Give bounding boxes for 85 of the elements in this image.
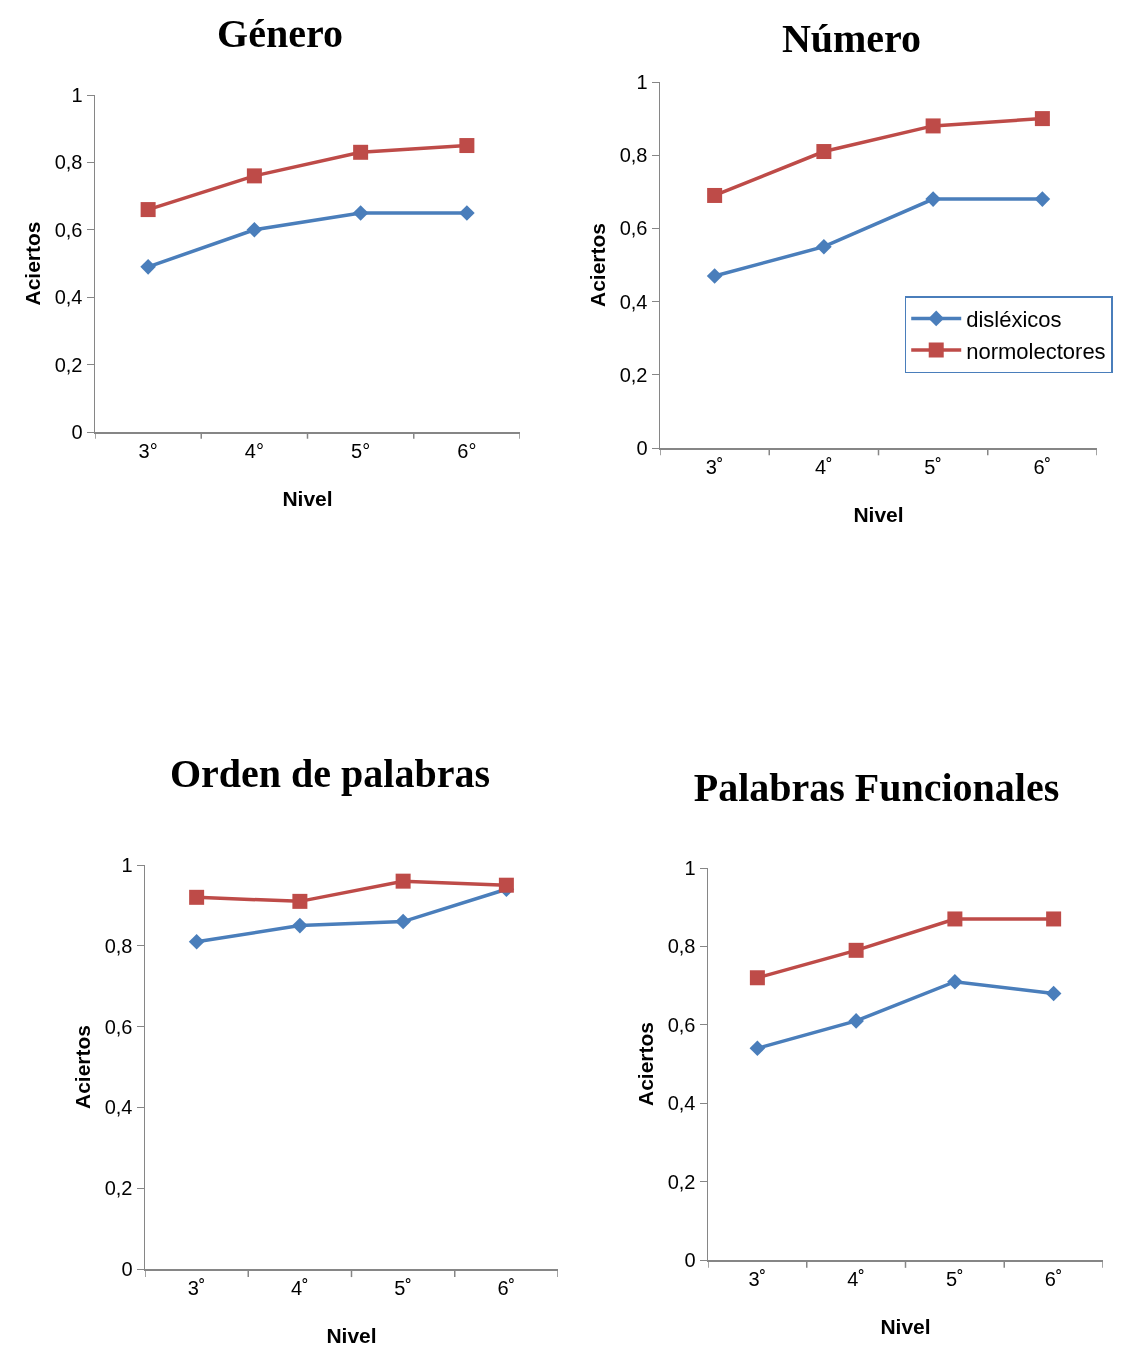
y-tick-label: 0,8 — [54, 151, 83, 174]
y-tick-label: 0,4 — [667, 1092, 696, 1115]
point — [947, 973, 963, 990]
x-tick-label: 4° — [244, 439, 264, 462]
point — [292, 893, 308, 909]
point — [925, 191, 941, 207]
y-tick-label: 0,6 — [54, 218, 83, 241]
x-tick-label: 5˚ — [945, 1267, 964, 1290]
x-tick-label: 6˚ — [1033, 455, 1052, 478]
y-axis-title: Aciertos — [586, 222, 610, 308]
legend-label: normolectores — [966, 338, 1106, 364]
y-tick-label: 0,6 — [667, 1013, 696, 1036]
point — [749, 970, 765, 986]
y-tick-label: 0,8 — [667, 935, 696, 958]
y-tick-label: 0,8 — [104, 934, 133, 957]
chart-title: Palabras Funcionales — [693, 765, 1060, 810]
y-tick-label: 1 — [636, 71, 648, 93]
y-axis-title: Aciertos — [634, 1021, 658, 1107]
x-tick-label: 5˚ — [924, 455, 943, 478]
x-tick-label: 6° — [457, 439, 477, 462]
x-tick-label: 3˚ — [705, 455, 724, 478]
point — [1046, 911, 1062, 927]
point — [246, 222, 263, 238]
x-tick-label: 4˚ — [290, 1276, 309, 1299]
point — [816, 144, 832, 160]
chart-title: Orden de palabras — [169, 751, 491, 796]
point — [140, 259, 156, 275]
y-tick-label: 0,2 — [104, 1177, 133, 1200]
x-axis-title: Nivel — [282, 486, 333, 510]
point — [749, 1040, 766, 1057]
y-axis-title: Aciertos — [71, 1024, 95, 1110]
point — [947, 911, 963, 927]
point — [395, 873, 411, 889]
point — [395, 913, 411, 930]
legend-label: disléxicos — [966, 306, 1062, 332]
x-axis-title: Nivel — [880, 1314, 931, 1338]
point — [459, 205, 475, 221]
chart-title: Género — [217, 11, 343, 56]
y-tick-label: 0,2 — [619, 363, 648, 386]
point — [848, 1013, 864, 1029]
point — [498, 877, 514, 893]
point — [188, 933, 205, 950]
point — [848, 942, 864, 958]
x-tick-label: 3˚ — [748, 1267, 767, 1290]
x-tick-label: 4˚ — [814, 455, 833, 478]
x-tick-label: 5° — [351, 439, 371, 462]
point — [246, 168, 262, 184]
point — [1034, 111, 1050, 127]
y-axis-title: Aciertos — [21, 221, 45, 306]
y-tick-label: 0,6 — [619, 217, 648, 240]
y-tick-label: 1 — [71, 84, 83, 106]
point — [706, 268, 723, 284]
y-tick-label: 0,8 — [619, 144, 648, 167]
y-tick-label: 0,4 — [104, 1096, 133, 1119]
point — [292, 917, 308, 934]
y-tick-label: 0,4 — [619, 290, 648, 313]
x-tick-label: 4˚ — [847, 1267, 866, 1290]
point — [459, 138, 475, 154]
x-tick-label: 6˚ — [497, 1276, 516, 1299]
x-tick-label: 5˚ — [394, 1276, 413, 1299]
y-tick-label: 0 — [121, 1258, 133, 1280]
point — [816, 238, 832, 255]
y-tick-label: 0,2 — [54, 353, 83, 376]
point — [707, 187, 723, 203]
y-tick-label: 0 — [71, 421, 83, 443]
chart-title: Número — [781, 16, 922, 61]
point — [352, 205, 369, 221]
y-tick-label: 1 — [121, 854, 133, 876]
y-tick-label: 0 — [684, 1249, 696, 1271]
x-axis-title: Nivel — [853, 502, 904, 526]
point — [189, 889, 205, 905]
x-axis-title: Nivel — [326, 1323, 377, 1347]
y-tick-label: 0 — [636, 437, 648, 459]
y-tick-label: 1 — [684, 857, 696, 879]
point — [1034, 191, 1051, 207]
y-tick-label: 0,4 — [54, 286, 83, 309]
point — [1045, 985, 1062, 1002]
x-tick-label: 3° — [138, 439, 158, 462]
y-tick-label: 0,2 — [667, 1170, 696, 1193]
y-tick-label: 0,6 — [104, 1015, 133, 1038]
point — [925, 118, 941, 134]
point — [140, 202, 156, 218]
x-tick-label: 6˚ — [1044, 1267, 1063, 1290]
x-tick-label: 3˚ — [187, 1276, 206, 1299]
point — [353, 144, 369, 160]
